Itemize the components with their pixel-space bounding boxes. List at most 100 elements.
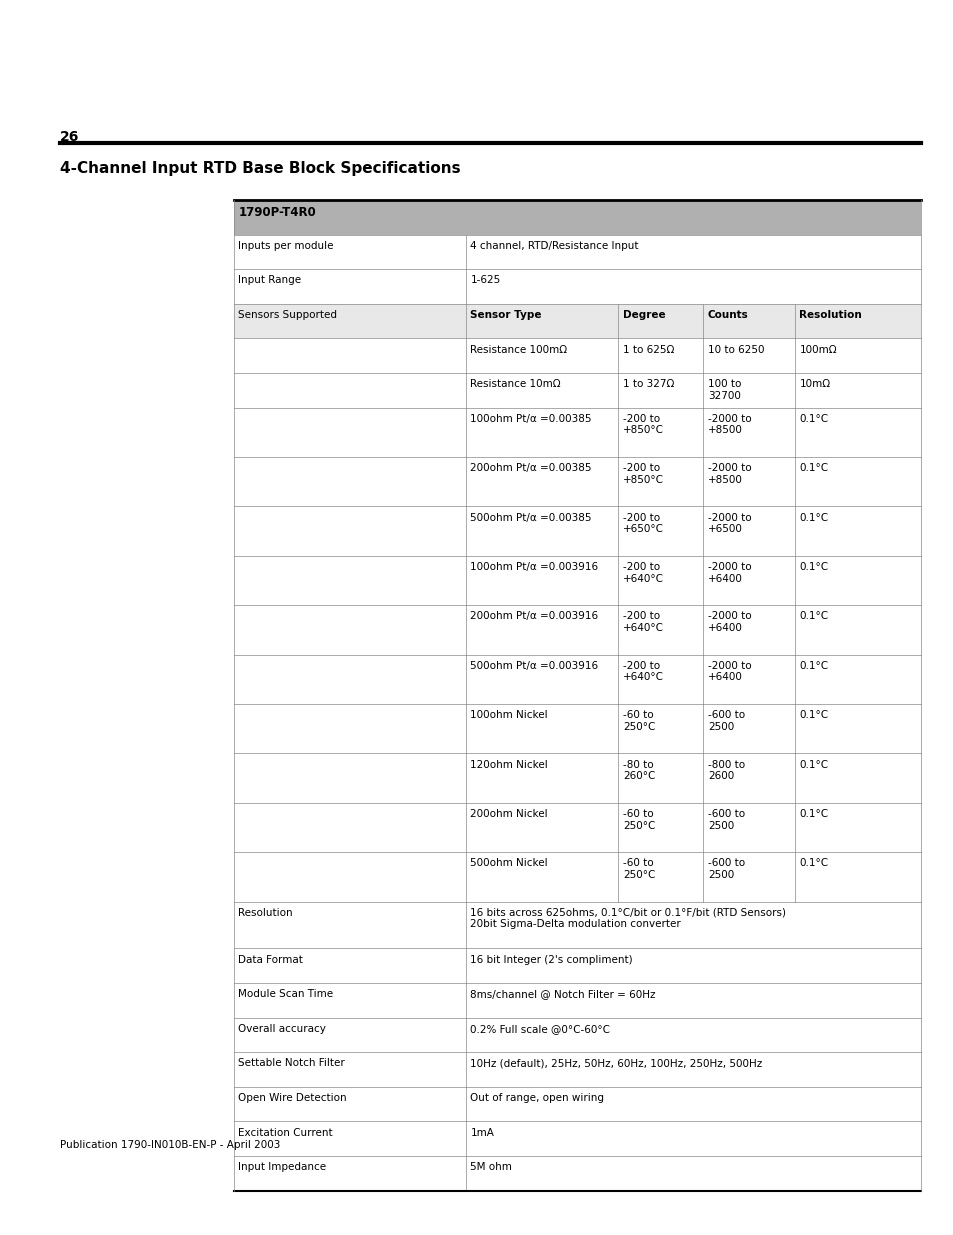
Text: 0.1°C: 0.1°C (799, 710, 828, 720)
Text: Resolution: Resolution (799, 310, 862, 320)
Text: 0.1°C: 0.1°C (799, 809, 828, 819)
Text: Open Wire Detection: Open Wire Detection (238, 1093, 347, 1103)
Text: -600 to
2500: -600 to 2500 (707, 710, 744, 731)
Bar (233, 983, 920, 1018)
Bar (233, 803, 920, 852)
Bar (233, 753, 920, 803)
Text: 100mΩ: 100mΩ (799, 345, 836, 354)
Text: -600 to
2500: -600 to 2500 (707, 858, 744, 879)
Bar (233, 1018, 920, 1052)
Bar (233, 704, 920, 753)
Text: -800 to
2600: -800 to 2600 (707, 760, 744, 781)
Text: Resolution: Resolution (238, 908, 293, 918)
Text: 0.1°C: 0.1°C (799, 414, 828, 424)
Text: 500ohm Nickel: 500ohm Nickel (470, 858, 547, 868)
Text: 500ohm Pt/α =0.003916: 500ohm Pt/α =0.003916 (470, 661, 598, 671)
Text: 5M ohm: 5M ohm (470, 1162, 512, 1172)
Text: 100ohm Nickel: 100ohm Nickel (470, 710, 547, 720)
Text: Degree: Degree (622, 310, 665, 320)
Text: 120ohm Nickel: 120ohm Nickel (470, 760, 547, 769)
Text: 1790P-T4R0: 1790P-T4R0 (238, 206, 315, 220)
Text: -2000 to
+6400: -2000 to +6400 (707, 661, 751, 682)
Text: Settable Notch Filter: Settable Notch Filter (238, 1058, 345, 1068)
Text: Resistance 100mΩ: Resistance 100mΩ (470, 345, 567, 354)
Text: 0.2% Full scale @0°C-60°C: 0.2% Full scale @0°C-60°C (470, 1024, 610, 1034)
Text: -200 to
+640°C: -200 to +640°C (622, 562, 663, 583)
Text: Inputs per module: Inputs per module (238, 241, 334, 251)
Bar (233, 1156, 920, 1191)
Text: -600 to
2500: -600 to 2500 (707, 809, 744, 830)
Bar (233, 408, 920, 457)
Bar (233, 457, 920, 506)
Text: 200ohm Nickel: 200ohm Nickel (470, 809, 547, 819)
Text: 0.1°C: 0.1°C (799, 611, 828, 621)
Text: Input Impedance: Input Impedance (238, 1162, 326, 1172)
Text: Counts: Counts (707, 310, 748, 320)
Text: 4-Channel Input RTD Base Block Specifications: 4-Channel Input RTD Base Block Specifica… (60, 161, 460, 175)
Text: -200 to
+650°C: -200 to +650°C (622, 513, 663, 534)
Text: 26: 26 (60, 130, 79, 143)
Text: 0.1°C: 0.1°C (799, 760, 828, 769)
Text: -200 to
+640°C: -200 to +640°C (622, 661, 663, 682)
Text: 1 to 625Ω: 1 to 625Ω (622, 345, 674, 354)
Text: -200 to
+640°C: -200 to +640°C (622, 611, 663, 632)
Bar (233, 200, 920, 235)
Text: 100 to
32700: 100 to 32700 (707, 379, 740, 400)
Text: 0.1°C: 0.1°C (799, 463, 828, 473)
Text: 8ms/channel @ Notch Filter = 60Hz: 8ms/channel @ Notch Filter = 60Hz (470, 989, 655, 999)
Text: 10 to 6250: 10 to 6250 (707, 345, 763, 354)
Text: Sensor Type: Sensor Type (470, 310, 541, 320)
Text: 10mΩ: 10mΩ (799, 379, 830, 389)
Text: 0.1°C: 0.1°C (799, 661, 828, 671)
Text: -2000 to
+6400: -2000 to +6400 (707, 611, 751, 632)
Text: -2000 to
+6400: -2000 to +6400 (707, 562, 751, 583)
Bar (233, 948, 920, 983)
Text: -2000 to
+8500: -2000 to +8500 (707, 463, 751, 484)
Text: 100ohm Pt/α =0.003916: 100ohm Pt/α =0.003916 (470, 562, 598, 572)
Bar (233, 1052, 920, 1087)
Text: -200 to
+850°C: -200 to +850°C (622, 414, 663, 435)
Text: 200ohm Pt/α =0.003916: 200ohm Pt/α =0.003916 (470, 611, 598, 621)
Text: 0.1°C: 0.1°C (799, 858, 828, 868)
Bar (233, 269, 920, 304)
Bar (233, 1087, 920, 1121)
Text: 1mA: 1mA (470, 1128, 494, 1137)
Text: 16 bits across 625ohms, 0.1°C/bit or 0.1°F/bit (RTD Sensors)
20bit Sigma-Delta m: 16 bits across 625ohms, 0.1°C/bit or 0.1… (470, 908, 785, 929)
Text: -2000 to
+6500: -2000 to +6500 (707, 513, 751, 534)
Text: 200ohm Pt/α =0.00385: 200ohm Pt/α =0.00385 (470, 463, 591, 473)
Text: 100ohm Pt/α =0.00385: 100ohm Pt/α =0.00385 (470, 414, 591, 424)
Text: -80 to
260°C: -80 to 260°C (622, 760, 655, 781)
Text: -60 to
250°C: -60 to 250°C (622, 809, 655, 830)
Bar (233, 605, 920, 655)
Text: Excitation Current: Excitation Current (238, 1128, 333, 1137)
Text: -60 to
250°C: -60 to 250°C (622, 858, 655, 879)
Bar (233, 338, 920, 373)
Text: 1-625: 1-625 (470, 275, 500, 285)
Bar (233, 304, 920, 338)
Text: Publication 1790-IN010B-EN-P - April 2003: Publication 1790-IN010B-EN-P - April 200… (60, 1140, 280, 1150)
Text: Data Format: Data Format (238, 955, 303, 965)
Text: Overall accuracy: Overall accuracy (238, 1024, 326, 1034)
Text: -200 to
+850°C: -200 to +850°C (622, 463, 663, 484)
Text: 16 bit Integer (2's compliment): 16 bit Integer (2's compliment) (470, 955, 632, 965)
Text: 0.1°C: 0.1°C (799, 562, 828, 572)
Text: Input Range: Input Range (238, 275, 301, 285)
Text: 1 to 327Ω: 1 to 327Ω (622, 379, 674, 389)
Bar (233, 1121, 920, 1156)
Text: Module Scan Time: Module Scan Time (238, 989, 334, 999)
Text: Resistance 10mΩ: Resistance 10mΩ (470, 379, 560, 389)
Bar (233, 902, 920, 948)
Text: 500ohm Pt/α =0.00385: 500ohm Pt/α =0.00385 (470, 513, 591, 522)
Text: 10Hz (default), 25Hz, 50Hz, 60Hz, 100Hz, 250Hz, 500Hz: 10Hz (default), 25Hz, 50Hz, 60Hz, 100Hz,… (470, 1058, 761, 1068)
Bar (233, 235, 920, 269)
Bar (233, 506, 920, 556)
Bar (233, 373, 920, 408)
Text: -60 to
250°C: -60 to 250°C (622, 710, 655, 731)
Text: -2000 to
+8500: -2000 to +8500 (707, 414, 751, 435)
Bar (233, 556, 920, 605)
Text: 0.1°C: 0.1°C (799, 513, 828, 522)
Text: Out of range, open wiring: Out of range, open wiring (470, 1093, 603, 1103)
Bar (233, 655, 920, 704)
Bar (233, 852, 920, 902)
Text: Sensors Supported: Sensors Supported (238, 310, 337, 320)
